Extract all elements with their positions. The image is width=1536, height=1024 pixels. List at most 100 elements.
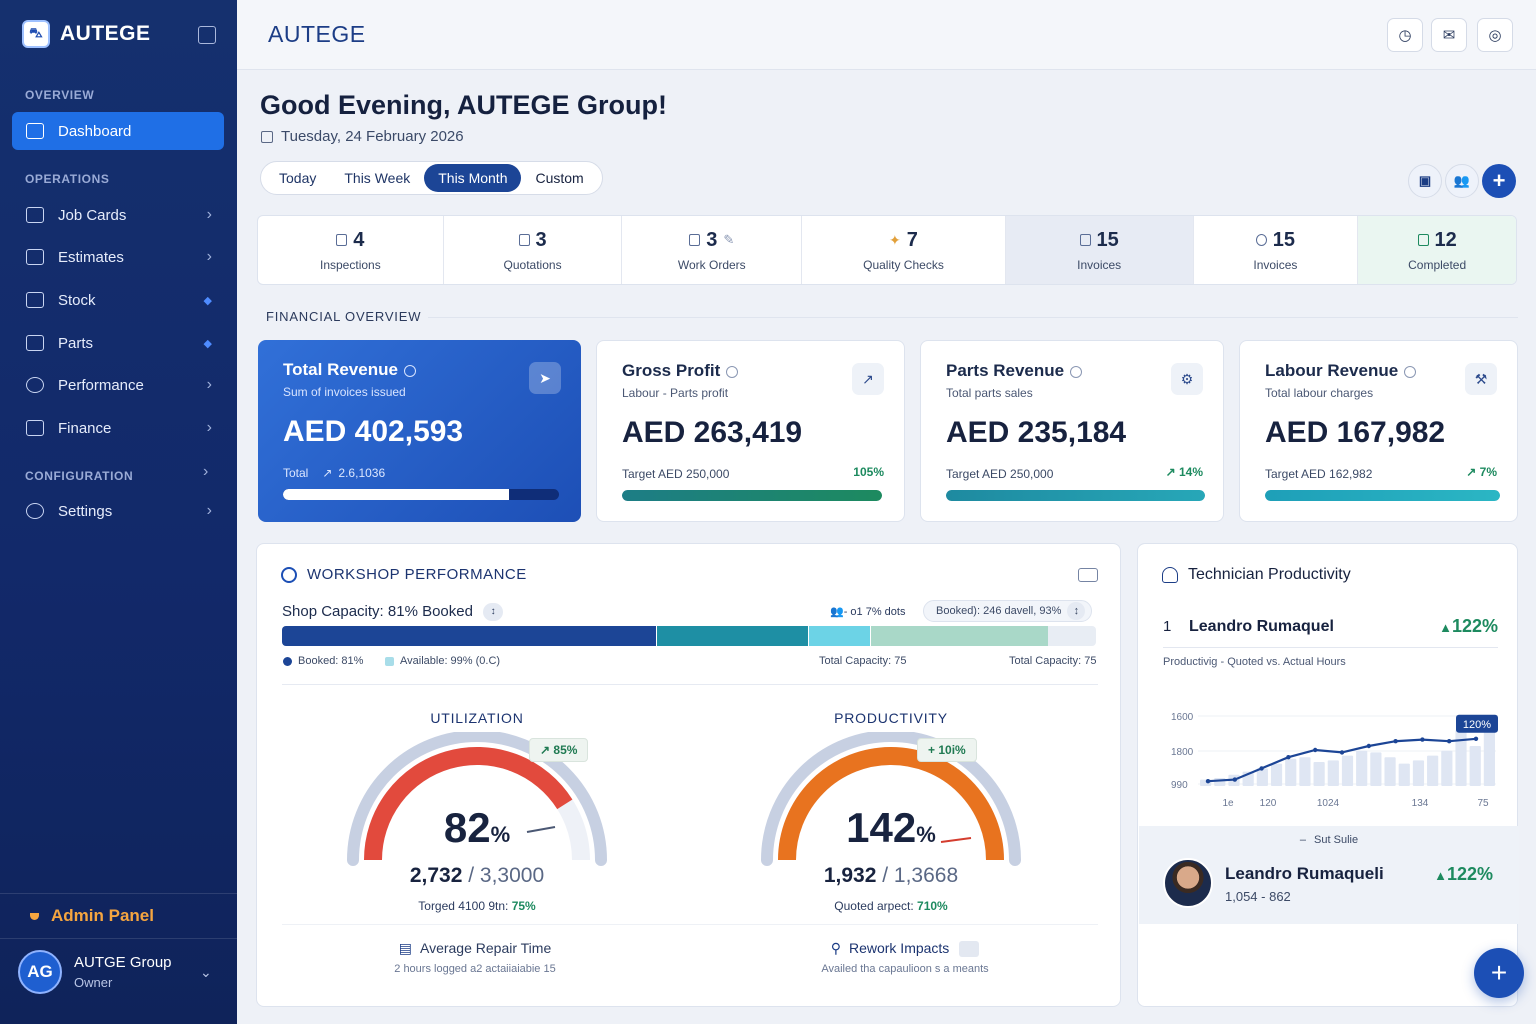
card-labour-revenue[interactable]: Labour Revenue Total labour charges ⚒ AE… — [1239, 340, 1518, 522]
trend-up-icon: ↗ — [1466, 465, 1480, 479]
sidebar-item-finance[interactable]: Finance › — [12, 409, 224, 447]
chart-point — [1339, 750, 1345, 755]
stat-inspections[interactable]: 4 Inspections — [258, 216, 444, 284]
capacity-bar — [282, 626, 1096, 646]
chart-bar — [1384, 757, 1396, 786]
info-icon[interactable] — [403, 364, 416, 377]
range-this-month[interactable]: This Month — [424, 164, 522, 192]
technician-highlight[interactable]: – Sut Sulie Leandro Rumaqueli 1,054 - 862… — [1139, 826, 1519, 924]
x-tick-label: 1024 — [1317, 798, 1340, 809]
sort-icon[interactable]: ↕ — [483, 603, 504, 622]
floating-add-button[interactable]: + — [1474, 948, 1524, 998]
wrench-icon[interactable]: ⚒ — [1465, 363, 1497, 395]
capacity-dots-label: 👥- o1 7% dots — [830, 605, 905, 618]
range-today[interactable]: Today — [279, 170, 317, 186]
sidebar-divider — [0, 893, 237, 894]
refresh-icon[interactable] — [1078, 568, 1098, 582]
chevron-down-icon[interactable]: ⌄ — [200, 964, 212, 980]
average-repair-time[interactable]: ▤ Average Repair Time 2 hours logged a2 a… — [375, 940, 575, 975]
close-icon[interactable] — [959, 941, 980, 958]
stat-invoices[interactable]: 15 Invoices — [1005, 216, 1194, 284]
sidebar-item-estimates[interactable]: Estimates › — [12, 238, 224, 276]
gauge-value-number: 82 — [443, 804, 491, 851]
stat-quality-checks[interactable]: ✦ 7 Quality Checks — [802, 216, 1006, 284]
technician-productivity-panel: Technician Productivity 1 Leandro Rumaqu… — [1137, 543, 1519, 1007]
range-custom[interactable]: Custom — [535, 170, 584, 186]
progress-track — [283, 489, 559, 500]
date-range-selector: Today This Week This Month Custom — [260, 161, 603, 195]
sidebar-item-settings[interactable]: Settings › — [12, 492, 224, 530]
calendar-icon — [261, 130, 273, 143]
stat-work-orders[interactable]: 3 ✎ Work Orders — [622, 216, 803, 284]
status-dot-icon: ◆ — [203, 294, 212, 307]
user-icon — [1162, 567, 1178, 583]
sidebar-collapse-icon[interactable] — [198, 26, 216, 44]
sidebar-item-performance[interactable]: Performance › — [12, 366, 224, 404]
clock-icon[interactable]: ◷ — [1387, 18, 1423, 52]
progress-track — [1265, 490, 1500, 501]
gauge-value: 82% — [327, 804, 627, 852]
send-icon[interactable]: ➤ — [529, 362, 561, 394]
technician-top-row[interactable]: 1 Leandro Rumaquel ▲122% — [1163, 616, 1498, 648]
chevron-right-icon: › — [206, 248, 212, 265]
capacity-segment — [809, 626, 871, 646]
sidebar-item-dashboard[interactable]: Dashboard — [12, 112, 224, 150]
panel-title-text: WORKSHOP PERFORMANCE — [307, 566, 527, 583]
sidebar-item-label: Dashboard — [58, 122, 132, 140]
sidebar-item-label: Performance — [58, 376, 144, 394]
add-button[interactable]: + — [1482, 164, 1516, 198]
chart-bar — [1398, 763, 1410, 786]
chart-bar — [1341, 755, 1354, 786]
info-icon[interactable] — [1070, 365, 1083, 378]
card-gross-profit[interactable]: Gross Profit Labour - Parts profit ↗ AED… — [596, 340, 905, 522]
globe-icon — [1255, 234, 1267, 246]
trend-up-icon[interactable]: ↗ — [852, 363, 884, 395]
mail-icon[interactable]: ✉ — [1431, 18, 1467, 52]
card-parts-revenue[interactable]: Parts Revenue Total parts sales ⚙ AED 23… — [920, 340, 1224, 522]
booked-chip[interactable]: Booked): 246 davell, 93% ↕ — [923, 600, 1093, 622]
chart-bar — [1412, 760, 1425, 786]
user-menu[interactable]: AG AUTGE Group Owner — [18, 950, 172, 994]
range-this-week[interactable]: This Week — [344, 170, 411, 186]
gear-icon[interactable]: ⚙ — [1171, 363, 1203, 395]
info-icon[interactable] — [726, 365, 739, 378]
export-icon[interactable]: ▣ — [1408, 164, 1442, 198]
sort-icon[interactable]: ↕ — [1067, 602, 1086, 620]
card-subtitle: Sum of invoices issued — [283, 385, 406, 399]
stat-value: 3 — [706, 228, 718, 251]
stat-completed[interactable]: 12 Completed — [1358, 216, 1516, 284]
gauge-chip-text: 85% — [553, 743, 578, 757]
gauge-title: PRODUCTIVITY — [834, 710, 948, 726]
chevron-right-icon: › — [206, 376, 212, 393]
chevron-right-icon[interactable]: › — [203, 463, 209, 480]
sidebar-item-parts[interactable]: Parts ◆ — [12, 324, 224, 362]
sidebar-item-label: Estimates — [58, 248, 124, 266]
card-title: Total Revenue — [283, 360, 398, 379]
productivity-gauge: PRODUCTIVITY + 10i% 142% 1,932 / 1,3668 … — [741, 704, 1041, 964]
card-value: AED 263,419 — [622, 416, 803, 449]
gauge-current: 2,732 — [409, 864, 463, 887]
info-icon[interactable] — [1404, 365, 1417, 378]
invoice-icon — [1079, 234, 1091, 246]
printer-icon: ▤ — [398, 940, 412, 956]
chart-point — [1473, 736, 1479, 741]
technician-name: Leandro Rumaqueli — [1225, 864, 1384, 883]
shield-icon — [689, 234, 701, 246]
sidebar-item-job-cards[interactable]: Job Cards › — [12, 196, 224, 234]
target-icon[interactable]: ◎ — [1477, 18, 1513, 52]
brand[interactable]: ⛍ AUTEGE — [22, 20, 151, 48]
admin-panel-link[interactable]: Admin Panel — [30, 906, 154, 926]
team-icon[interactable]: 👥 — [1445, 164, 1479, 198]
stat-invoices-2[interactable]: 15 Invoices — [1194, 216, 1359, 284]
rework-impacts[interactable]: ⚲ Rework Impacts Availed tha capaulioon s… — [805, 940, 1005, 975]
gauge-chip-text: 10i% — [938, 743, 966, 757]
sidebar-item-stock[interactable]: Stock ◆ — [12, 281, 224, 319]
card-total-revenue[interactable]: Total Revenue Sum of invoices issued ➤ A… — [258, 340, 581, 522]
stat-quotations[interactable]: 3 Quotations — [444, 216, 623, 284]
stats-bar: 4 Inspections 3 Quotations 3 ✎ Work Order… — [257, 215, 1517, 285]
section-label-configuration[interactable]: CONFIGURATION — [25, 469, 134, 483]
card-title: Labour Revenue — [1265, 361, 1399, 380]
total-capacity-label: Total Capacity: 75 — [819, 655, 907, 667]
utilization-gauge: UTILIZATION ↗ 85% 82% 2,732 / 3,3000 Tor… — [327, 704, 627, 964]
card-target-value: 2.6,1036 — [338, 466, 386, 480]
